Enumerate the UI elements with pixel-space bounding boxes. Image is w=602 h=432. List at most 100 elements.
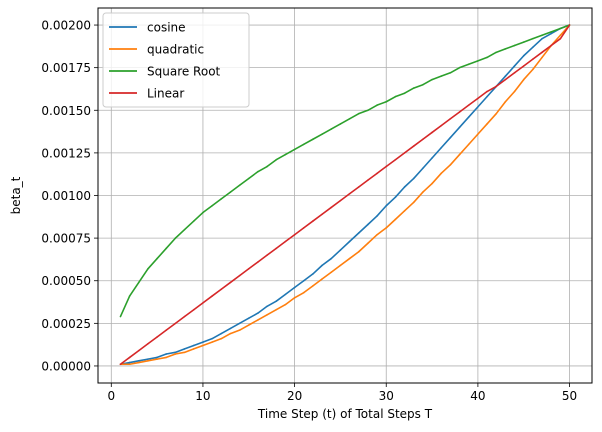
line-segment — [247, 319, 259, 326]
line-segment — [192, 211, 204, 222]
line-segment — [339, 192, 351, 202]
line-segment — [183, 308, 195, 318]
legend: cosine quadratic Square Root Linear — [102, 12, 250, 108]
line-segment — [165, 353, 177, 359]
line-segment — [394, 92, 406, 98]
y-tick-label: 0.00200 — [41, 19, 91, 33]
line-segment — [367, 233, 378, 245]
line-segment — [211, 198, 223, 207]
line-segment — [211, 288, 223, 297]
line-segment — [293, 279, 305, 289]
line-segment — [376, 165, 388, 175]
line-segment — [504, 65, 516, 77]
line-segment — [266, 247, 278, 256]
series-lines — [119, 24, 571, 366]
line-segment — [412, 83, 424, 89]
line-segment — [513, 41, 525, 47]
line-segment — [257, 305, 268, 314]
line-segment — [147, 257, 158, 270]
line-segment — [458, 143, 470, 156]
line-segment — [385, 95, 397, 103]
line-segment — [541, 44, 553, 54]
line-segment — [532, 56, 543, 71]
line-segment — [321, 257, 333, 267]
line-segment — [220, 327, 232, 335]
line-segment — [467, 106, 479, 118]
line-segment — [394, 152, 406, 161]
line-segment — [137, 342, 149, 352]
line-segment — [238, 324, 250, 331]
line-segment — [165, 237, 177, 250]
line-segment — [257, 165, 268, 173]
line-segment — [541, 31, 553, 37]
line-segment — [275, 293, 287, 302]
line-segment — [147, 358, 158, 362]
line-segment — [458, 104, 470, 113]
line-segment — [422, 131, 433, 141]
legend-item: Square Root — [109, 65, 221, 79]
line-segment — [174, 351, 186, 355]
line-segment — [137, 360, 149, 364]
line-segment — [302, 138, 314, 146]
line-segment — [550, 37, 562, 47]
line-segment — [412, 191, 424, 204]
line-segment — [522, 58, 534, 67]
line-segment — [559, 24, 571, 40]
line-segment — [486, 51, 498, 59]
line-segment — [367, 104, 378, 112]
line-segment — [449, 111, 461, 120]
line-segment — [202, 337, 213, 343]
line-segment — [202, 341, 213, 347]
line-segment — [477, 95, 488, 108]
line-segment — [321, 271, 333, 280]
line-segment — [403, 201, 415, 212]
line-segment — [238, 317, 250, 325]
line-segment — [211, 332, 223, 340]
line-segment — [348, 186, 360, 195]
line-segment — [495, 78, 507, 88]
line-segment — [403, 145, 415, 154]
line-segment — [165, 351, 177, 355]
line-segment — [385, 158, 397, 168]
line-segment — [229, 184, 241, 193]
line-segment — [449, 66, 461, 74]
line-segment — [330, 199, 342, 209]
line-segment — [513, 65, 525, 74]
line-segment — [183, 344, 195, 350]
line-segment — [192, 302, 204, 311]
line-segment — [422, 157, 433, 170]
legend-item: Linear — [109, 87, 184, 101]
y-tick-label: 0.00075 — [41, 232, 91, 246]
line-segment — [275, 240, 287, 250]
line-segment — [339, 257, 351, 267]
line-segment — [495, 48, 507, 54]
line-segment — [357, 179, 369, 188]
line-segment — [348, 112, 360, 120]
line-segment — [513, 54, 525, 67]
line-segment — [202, 204, 213, 214]
line-segment — [128, 361, 140, 366]
line-segment — [257, 254, 268, 263]
line-segment — [532, 51, 543, 60]
line-segment — [486, 85, 498, 93]
line-segment — [357, 223, 369, 234]
line-segment — [165, 322, 177, 331]
line-segment — [174, 348, 186, 354]
line-segment — [330, 264, 342, 274]
line-segment — [312, 264, 323, 275]
line-segment — [385, 218, 397, 229]
line-segment — [257, 314, 268, 321]
line-segment — [431, 146, 443, 159]
line-segment — [376, 100, 388, 106]
line-segment — [449, 153, 461, 166]
line-segment — [293, 143, 305, 151]
line-segment — [192, 344, 204, 350]
y-tick-label: 0.00150 — [41, 104, 91, 118]
line-segment — [293, 291, 305, 299]
line-segment — [367, 172, 378, 181]
series-cosine — [119, 24, 571, 366]
line-segment — [486, 112, 498, 125]
line-segment — [504, 44, 516, 50]
x-tick-label: 50 — [562, 389, 577, 403]
line-segment — [266, 158, 278, 168]
